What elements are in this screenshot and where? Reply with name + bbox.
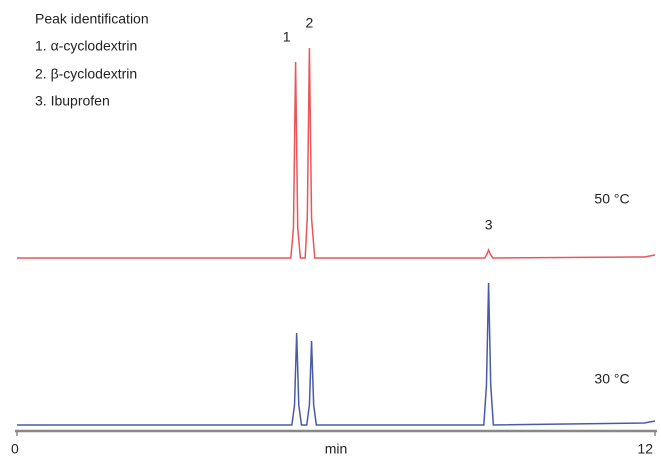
trace-label: 50 °C (594, 191, 629, 207)
legend-title: Peak identification (35, 11, 149, 27)
trace (17, 47, 656, 259)
trace-label: 30 °C (594, 371, 629, 387)
legend-item: 1. α-cyclodextrin (35, 38, 137, 54)
legend-item: 3. Ibuprofen (35, 93, 110, 109)
peak-label: 1 (283, 29, 291, 45)
x-tick-label: 0 (11, 441, 19, 457)
peak-label: 3 (485, 217, 493, 233)
trace (17, 282, 656, 426)
peak-label: 2 (306, 15, 314, 31)
x-tick-label: 12 (637, 441, 653, 457)
x-axis-label: min (325, 441, 348, 457)
legend-item: 2. β-cyclodextrin (35, 66, 137, 82)
